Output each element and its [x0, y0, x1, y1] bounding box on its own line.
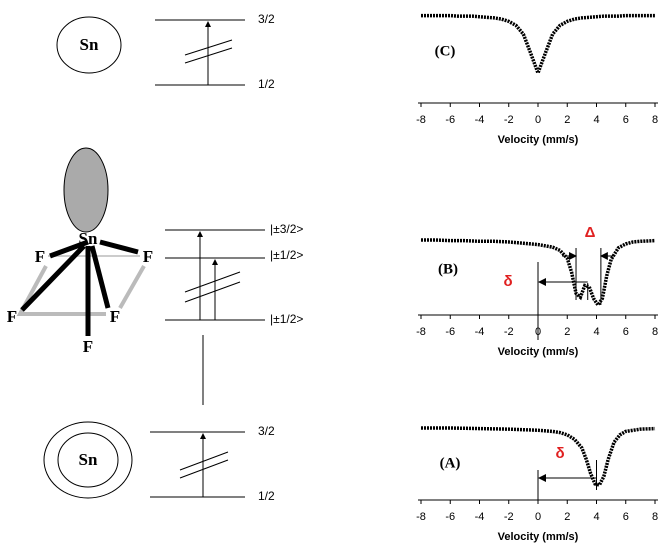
- x-tick-label: -4: [475, 326, 485, 338]
- ligand-label: F: [35, 247, 45, 266]
- x-tick-label: 8: [652, 114, 658, 126]
- page: {"diagrams":{ "top":{"atom":"Sn","levels…: [0, 0, 659, 544]
- atom-label: Sn: [79, 450, 98, 469]
- level-label: |±3/2>: [270, 222, 303, 236]
- x-tick-label: -2: [504, 114, 514, 126]
- level-label: 1/2: [258, 489, 275, 503]
- x-tick-label: 4: [593, 511, 599, 523]
- x-tick-label: 0: [535, 511, 541, 523]
- level-label: 1/2: [258, 77, 275, 91]
- level-label: |±1/2>: [270, 312, 303, 326]
- x-tick-label: -8: [416, 114, 426, 126]
- x-tick-label: 8: [652, 511, 658, 523]
- annotation-label: Δ: [585, 224, 596, 241]
- x-axis-label: Velocity (mm/s): [498, 134, 579, 146]
- diagram-bottom: Sn 3/2 1/2: [44, 422, 275, 503]
- x-tick-label: -4: [475, 511, 485, 523]
- level-label: 3/2: [258, 424, 275, 438]
- x-tick-label: 6: [623, 114, 629, 126]
- x-tick-label: 6: [623, 326, 629, 338]
- level-label: |±1/2>: [270, 248, 303, 262]
- x-tick-label: 8: [652, 326, 658, 338]
- diagram-top: Sn 3/2 1/2: [57, 12, 275, 91]
- figure: Sn 3/2 1/2 Sn F F F F F |±3/2> |±1/2> |±…: [0, 0, 659, 544]
- ligand-label: F: [83, 337, 93, 356]
- x-tick-label: 2: [564, 114, 570, 126]
- annotation-label: δ: [555, 445, 564, 462]
- x-tick-label: -6: [445, 114, 455, 126]
- x-tick-label: 2: [564, 511, 570, 523]
- spectrum: [421, 16, 655, 73]
- chart-title: (A): [440, 455, 461, 471]
- ligand-label: F: [110, 307, 120, 326]
- x-tick-label: -6: [445, 326, 455, 338]
- chart-title: (C): [435, 43, 456, 59]
- x-tick-label: -2: [504, 511, 514, 523]
- atom-label: Sn: [80, 35, 99, 54]
- annotation-label: δ: [503, 273, 512, 290]
- chart-title: (B): [438, 261, 458, 277]
- x-axis-label: Velocity (mm/s): [498, 531, 579, 543]
- ligand-label: F: [143, 247, 153, 266]
- x-tick-label: -8: [416, 326, 426, 338]
- x-tick-label: 0: [535, 114, 541, 126]
- x-tick-label: 2: [564, 326, 570, 338]
- x-tick-label: 4: [593, 326, 599, 338]
- lone-pair-lobe: [64, 148, 108, 232]
- diagram-middle: Sn F F F F F |±3/2> |±1/2> |±1/2>: [7, 148, 304, 405]
- x-tick-label: -4: [475, 114, 485, 126]
- x-tick-label: -2: [504, 326, 514, 338]
- x-tick-label: -6: [445, 511, 455, 523]
- x-tick-label: 6: [623, 511, 629, 523]
- break: [185, 272, 240, 302]
- break: [180, 452, 228, 478]
- atom-label: Sn: [79, 229, 98, 248]
- ligand-label: F: [7, 307, 17, 326]
- x-tick-label: -8: [416, 511, 426, 523]
- x-tick-label: 4: [593, 114, 599, 126]
- x-axis-label: Velocity (mm/s): [498, 346, 579, 358]
- level-label: 3/2: [258, 12, 275, 26]
